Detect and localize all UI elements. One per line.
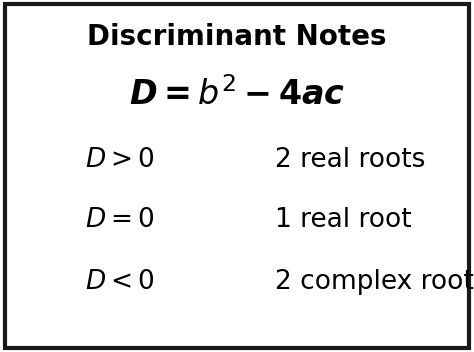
Text: $\mathit{D > 0}$: $\mathit{D > 0}$ (85, 147, 155, 173)
Text: $\mathit{D = 0}$: $\mathit{D = 0}$ (85, 207, 155, 233)
Text: 2 real roots: 2 real roots (275, 147, 425, 173)
Text: Discriminant Notes: Discriminant Notes (87, 23, 387, 51)
FancyBboxPatch shape (5, 4, 469, 348)
Text: $\mathit{D < 0}$: $\mathit{D < 0}$ (85, 269, 155, 295)
Text: 1 real root: 1 real root (275, 207, 411, 233)
Text: $\boldsymbol{D = b^2 - 4ac}$: $\boldsymbol{D = b^2 - 4ac}$ (129, 78, 345, 112)
Text: 2 complex roots: 2 complex roots (275, 269, 474, 295)
